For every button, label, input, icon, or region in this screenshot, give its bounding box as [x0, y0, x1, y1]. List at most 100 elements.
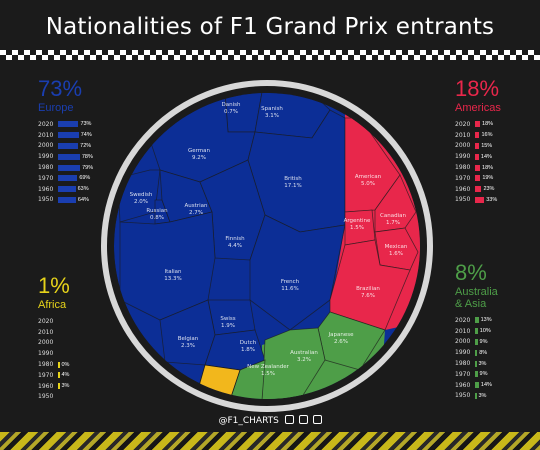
decade-year: 1950 [455, 392, 471, 400]
decade-value: 16% [481, 132, 493, 139]
decade-row-americas-1970: 1970 19% [455, 173, 501, 184]
cell-label-value: 1.5% [261, 371, 275, 377]
region-americas-name: Americas [455, 102, 501, 114]
decade-value: 64% [77, 196, 89, 203]
cell-label-value: 2.3% [181, 343, 195, 349]
decade-bar [58, 383, 60, 390]
voronoi-cell-canadian [374, 174, 417, 233]
decade-row-europe-1990: 1990 78% [38, 151, 93, 162]
cell-label-name: Swiss [220, 316, 235, 322]
decade-value: 14% [480, 153, 492, 160]
checkered-strip [0, 50, 540, 60]
decade-bar [475, 121, 481, 128]
decade-year: 1990 [455, 153, 471, 161]
decade-row-asia-1980: 1980 3% [455, 358, 498, 369]
credit-handle: @F1_CHARTS [0, 415, 540, 426]
decade-bar [475, 349, 478, 356]
decade-year: 2010 [38, 131, 54, 139]
decade-year: 1990 [38, 153, 54, 161]
decade-year: 1980 [38, 361, 54, 369]
decade-year: 1980 [455, 164, 471, 172]
region-africa-rows: 2020 2010 2000 1990 1980 0% 1970 4% 1960 3% 1950 [38, 316, 70, 402]
decade-bar [475, 317, 479, 324]
decade-value: 0% [61, 361, 70, 368]
cell-label-name: British [284, 176, 302, 182]
yellow-track-strip [0, 432, 540, 450]
decade-bar [475, 142, 480, 149]
facebook-icon [312, 415, 322, 424]
decade-bar [475, 328, 478, 335]
instagram-icon [284, 415, 294, 424]
decade-year: 1970 [38, 371, 54, 379]
decade-year: 1960 [38, 185, 54, 193]
decade-year: 1960 [455, 185, 471, 193]
decade-bar [58, 175, 78, 182]
decade-value: 14% [480, 382, 492, 389]
decade-value: 18% [482, 121, 494, 128]
cell-label-value: 4.4% [228, 243, 242, 249]
voronoi-cell-australian [261, 327, 326, 399]
decade-bar [475, 132, 480, 139]
decade-row-europe-2000: 2000 72% [38, 141, 93, 152]
cell-label-name: Belgian [178, 336, 199, 342]
credit-text: @F1_CHARTS [218, 416, 279, 426]
decade-row-asia-2020: 2020 13% [455, 315, 498, 326]
cell-label-name: Spanish [261, 106, 283, 112]
decade-row-asia-1990: 1990 8% [455, 347, 498, 358]
decade-row-europe-1950: 1950 64% [38, 195, 93, 206]
decade-year: 1990 [455, 349, 471, 357]
decade-year: 1950 [38, 393, 54, 401]
decade-year: 1980 [38, 164, 54, 172]
cell-label-value: 1.6% [389, 251, 403, 257]
cell-label-value: 5.0% [361, 181, 375, 187]
decade-year: 2020 [38, 317, 54, 325]
decade-value: 19% [482, 175, 494, 182]
decade-bar [58, 186, 76, 193]
cell-label-name: Argentine [344, 218, 371, 224]
decade-row-europe-2020: 2020 73% [38, 119, 93, 130]
decade-year: 2020 [455, 120, 471, 128]
decade-row-americas-1980: 1980 18% [455, 162, 501, 173]
decade-row-africa-2000: 2000 [38, 338, 70, 349]
decade-row-europe-1980: 1980 79% [38, 162, 93, 173]
decade-year: 2000 [38, 339, 54, 347]
decade-year: 1970 [455, 174, 471, 182]
decade-year: 1980 [455, 360, 471, 368]
decade-value: 33% [486, 196, 498, 203]
voronoi-cell-italian [119, 211, 216, 321]
decade-row-asia-1960: 1960 14% [455, 380, 498, 391]
decade-value: 69% [79, 175, 91, 182]
decade-row-americas-2020: 2020 18% [455, 119, 501, 130]
decade-year: 2000 [455, 338, 471, 346]
cell-label-name: French [281, 279, 300, 285]
decade-bar [58, 372, 60, 379]
cell-label-name: Danish [222, 102, 241, 108]
decade-bar [475, 153, 479, 160]
cell-label-value: 2.0% [134, 199, 148, 205]
cell-label-name: Russian [146, 208, 168, 214]
cell-label-value: 3.1% [265, 113, 279, 119]
decade-value: 73% [80, 121, 92, 128]
decade-year: 2000 [455, 142, 471, 150]
cell-label-value: 0.8% [150, 215, 164, 221]
region-asia-name: Australia & Asia [455, 286, 498, 310]
region-europe-pct: 73% [38, 76, 83, 101]
region-europe-rows: 2020 73% 2010 74% 2000 72% 1990 78% 1980 79% 1970 6… [38, 119, 93, 205]
twitter-icon [298, 415, 308, 424]
decade-row-africa-1980: 1980 0% [38, 359, 70, 370]
region-asia-pct: 8% [455, 260, 487, 285]
decade-year: 1960 [455, 381, 471, 389]
decade-value: 3% [478, 392, 487, 399]
decade-row-americas-1950: 1950 33% [455, 195, 501, 206]
decade-row-africa-1950: 1950 [38, 392, 70, 403]
cell-label-value: 2.7% [189, 210, 203, 216]
decade-year: 2010 [455, 327, 471, 335]
decade-value: 3% [478, 360, 487, 367]
decade-year: 1950 [38, 196, 54, 204]
cell-label-value: 2.6% [334, 339, 348, 345]
decade-year: 1990 [38, 350, 54, 358]
region-americas: 18% Americas 2020 18% 2010 16% 2000 15% 1990 14… [455, 78, 501, 205]
decade-value: 72% [80, 142, 92, 149]
cell-label-name: Swedish [130, 192, 153, 198]
